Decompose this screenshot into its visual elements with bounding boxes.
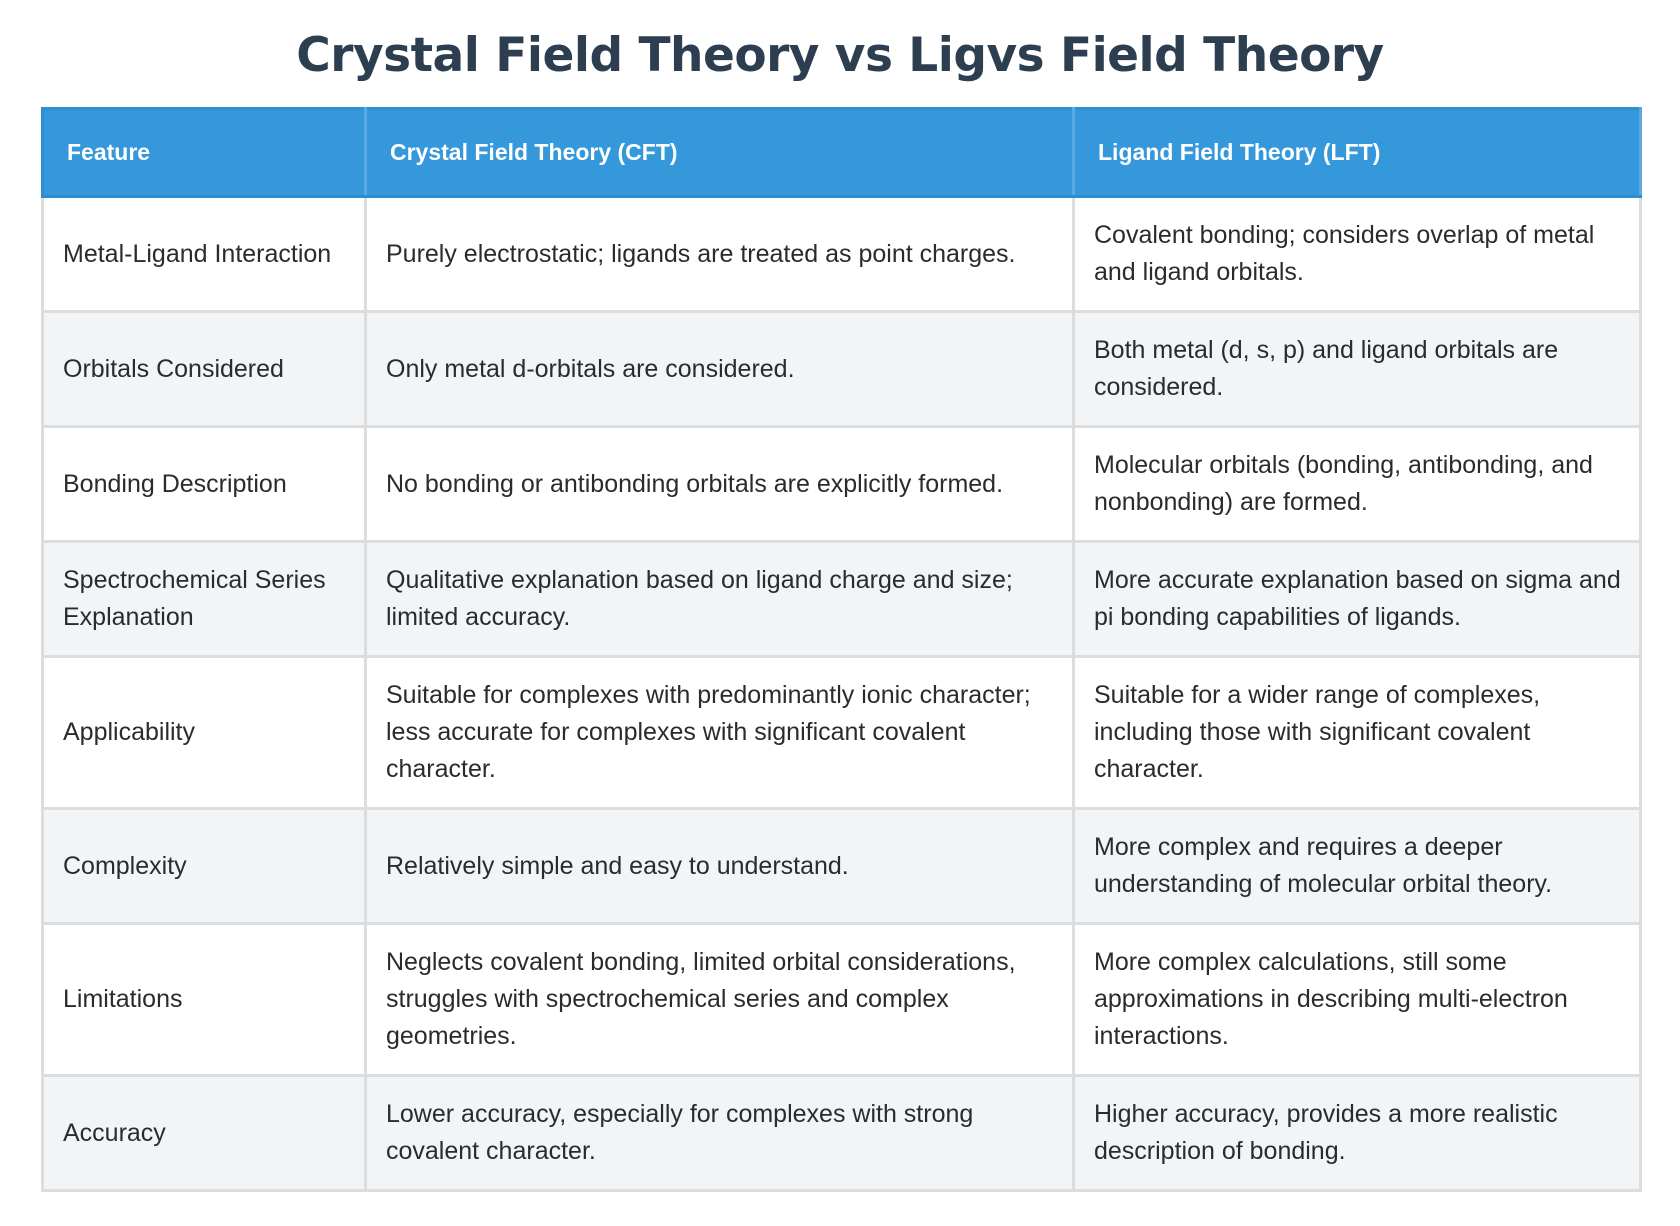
lft-cell: Higher accuracy, provides a more realist… bbox=[1072, 1074, 1642, 1192]
feature-cell: Limitations bbox=[41, 922, 367, 1077]
cft-cell: Only metal d-orbitals are considered. bbox=[364, 310, 1075, 428]
header-feature: Feature bbox=[41, 107, 367, 198]
cft-cell: No bonding or antibonding orbitals are e… bbox=[364, 425, 1075, 543]
feature-cell: Metal-Ligand Interaction bbox=[41, 195, 367, 313]
table-row: Bonding Description No bonding or antibo… bbox=[41, 425, 1642, 543]
feature-cell: Accuracy bbox=[41, 1074, 367, 1192]
lft-cell: Covalent bonding; considers overlap of m… bbox=[1072, 195, 1642, 313]
table-row: Applicability Suitable for complexes wit… bbox=[41, 655, 1642, 810]
cft-cell: Suitable for complexes with predominantl… bbox=[364, 655, 1075, 810]
cft-cell: Neglects covalent bonding, limited orbit… bbox=[364, 922, 1075, 1077]
table-header: Feature Crystal Field Theory (CFT) Ligan… bbox=[41, 107, 1642, 198]
comparison-table: Feature Crystal Field Theory (CFT) Ligan… bbox=[41, 107, 1642, 1192]
feature-cell: Spectrochemical Series Explanation bbox=[41, 540, 367, 658]
page-title: Crystal Field Theory vs Ligvs Field Theo… bbox=[296, 28, 1384, 83]
cft-cell: Purely electrostatic; ligands are treate… bbox=[364, 195, 1075, 313]
table-row: Spectrochemical Series Explanation Quali… bbox=[41, 540, 1642, 658]
cft-cell: Lower accuracy, especially for complexes… bbox=[364, 1074, 1075, 1192]
feature-cell: Orbitals Considered bbox=[41, 310, 367, 428]
lft-cell: Suitable for a wider range of complexes,… bbox=[1072, 655, 1642, 810]
cft-cell: Relatively simple and easy to understand… bbox=[364, 807, 1075, 925]
header-row: Feature Crystal Field Theory (CFT) Ligan… bbox=[41, 107, 1642, 198]
header-cft: Crystal Field Theory (CFT) bbox=[364, 107, 1075, 198]
cft-cell: Qualitative explanation based on ligand … bbox=[364, 540, 1075, 658]
table-row: Orbitals Considered Only metal d-orbital… bbox=[41, 310, 1642, 428]
feature-cell: Bonding Description bbox=[41, 425, 367, 543]
lft-cell: Molecular orbitals (bonding, antibonding… bbox=[1072, 425, 1642, 543]
feature-cell: Applicability bbox=[41, 655, 367, 810]
lft-cell: More accurate explanation based on sigma… bbox=[1072, 540, 1642, 658]
lft-cell: More complex calculations, still some ap… bbox=[1072, 922, 1642, 1077]
table-body: Metal-Ligand Interaction Purely electros… bbox=[41, 195, 1642, 1192]
lft-cell: More complex and requires a deeper under… bbox=[1072, 807, 1642, 925]
table-row: Complexity Relatively simple and easy to… bbox=[41, 807, 1642, 925]
feature-cell: Complexity bbox=[41, 807, 367, 925]
table-row: Metal-Ligand Interaction Purely electros… bbox=[41, 195, 1642, 313]
header-lft: Ligand Field Theory (LFT) bbox=[1072, 107, 1642, 198]
table-row: Limitations Neglects covalent bonding, l… bbox=[41, 922, 1642, 1077]
lft-cell: Both metal (d, s, p) and ligand orbitals… bbox=[1072, 310, 1642, 428]
table-row: Accuracy Lower accuracy, especially for … bbox=[41, 1074, 1642, 1192]
